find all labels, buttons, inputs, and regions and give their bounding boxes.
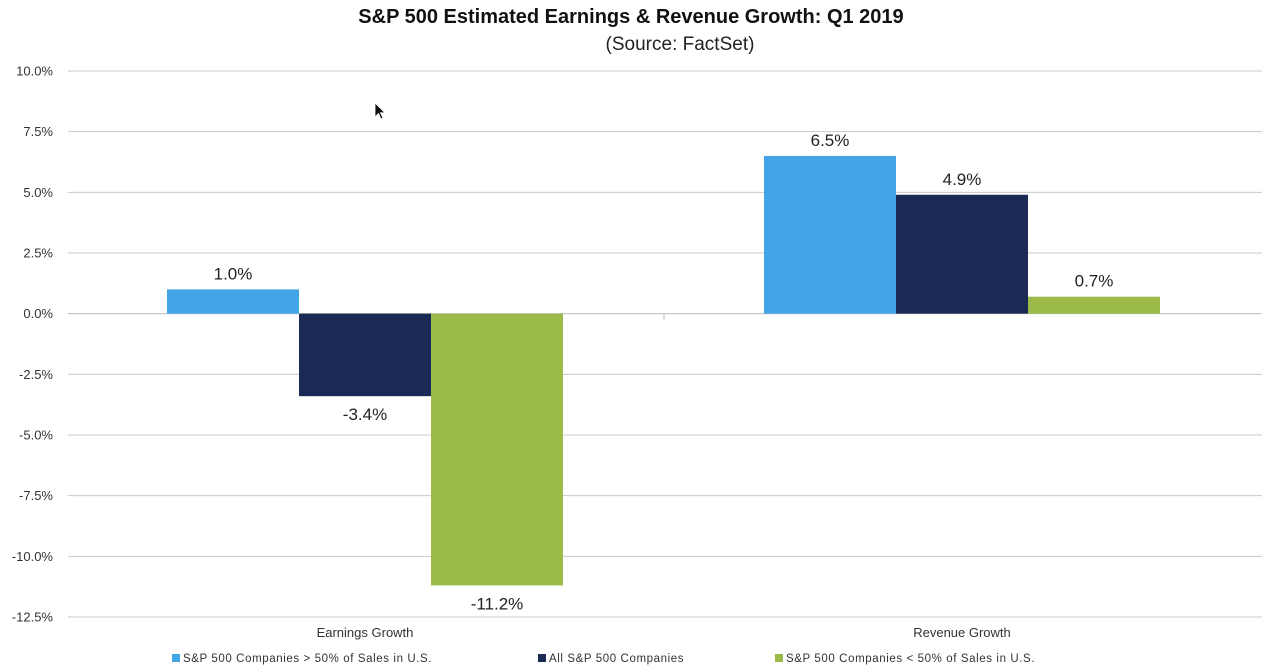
data-label: 6.5% bbox=[811, 131, 850, 150]
chart-title: S&P 500 Estimated Earnings & Revenue Gro… bbox=[358, 6, 903, 28]
y-tick-label: 5.0% bbox=[23, 185, 53, 200]
bar bbox=[764, 155, 896, 314]
y-tick-label: -12.5% bbox=[12, 610, 54, 625]
data-labels: 1.0% -3.4% -11.2% 6.5% 4.9% 0.7% bbox=[214, 131, 1114, 614]
y-tick-label: -5.0% bbox=[19, 428, 53, 443]
legend-label: S&P 500 Companies < 50% of Sales in U.S. bbox=[786, 653, 1035, 665]
data-label: 1.0% bbox=[214, 264, 253, 283]
legend-label: All S&P 500 Companies bbox=[549, 653, 684, 665]
grid bbox=[68, 70, 1262, 618]
bar bbox=[896, 194, 1028, 314]
data-label: 4.9% bbox=[943, 170, 982, 189]
y-tick-label: -2.5% bbox=[19, 367, 53, 382]
legend-swatch bbox=[538, 654, 546, 662]
legend-label: S&P 500 Companies > 50% of Sales in U.S. bbox=[183, 653, 432, 665]
data-label: 0.7% bbox=[1075, 272, 1114, 291]
legend: S&P 500 Companies > 50% of Sales in U.S.… bbox=[172, 653, 1035, 665]
legend-swatch bbox=[172, 654, 180, 662]
bar bbox=[1028, 296, 1160, 314]
legend-swatch bbox=[775, 654, 783, 662]
bar bbox=[299, 313, 431, 397]
chart-subtitle: (Source: FactSet) bbox=[606, 34, 755, 55]
data-label: -11.2% bbox=[471, 594, 524, 613]
y-tick-label: 7.5% bbox=[23, 124, 53, 139]
data-label: -3.4% bbox=[343, 405, 387, 424]
bar bbox=[431, 313, 563, 586]
y-tick-label: 2.5% bbox=[23, 246, 53, 261]
y-axis-ticks: 10.0% 7.5% 5.0% 2.5% 0.0% -2.5% -5.0% -7.5% -10.… bbox=[12, 64, 54, 625]
y-tick-label: -10.0% bbox=[12, 549, 54, 564]
x-category-label: Revenue Growth bbox=[913, 625, 1011, 640]
mouse-cursor-icon bbox=[374, 102, 386, 120]
x-category-label: Earnings Growth bbox=[317, 625, 414, 640]
x-axis-categories: Earnings Growth Revenue Growth bbox=[317, 625, 1011, 640]
bars bbox=[167, 155, 1160, 586]
y-tick-label: 0.0% bbox=[23, 306, 53, 321]
bar bbox=[167, 289, 299, 314]
y-tick-label: 10.0% bbox=[16, 64, 53, 79]
y-tick-label: -7.5% bbox=[19, 488, 53, 503]
